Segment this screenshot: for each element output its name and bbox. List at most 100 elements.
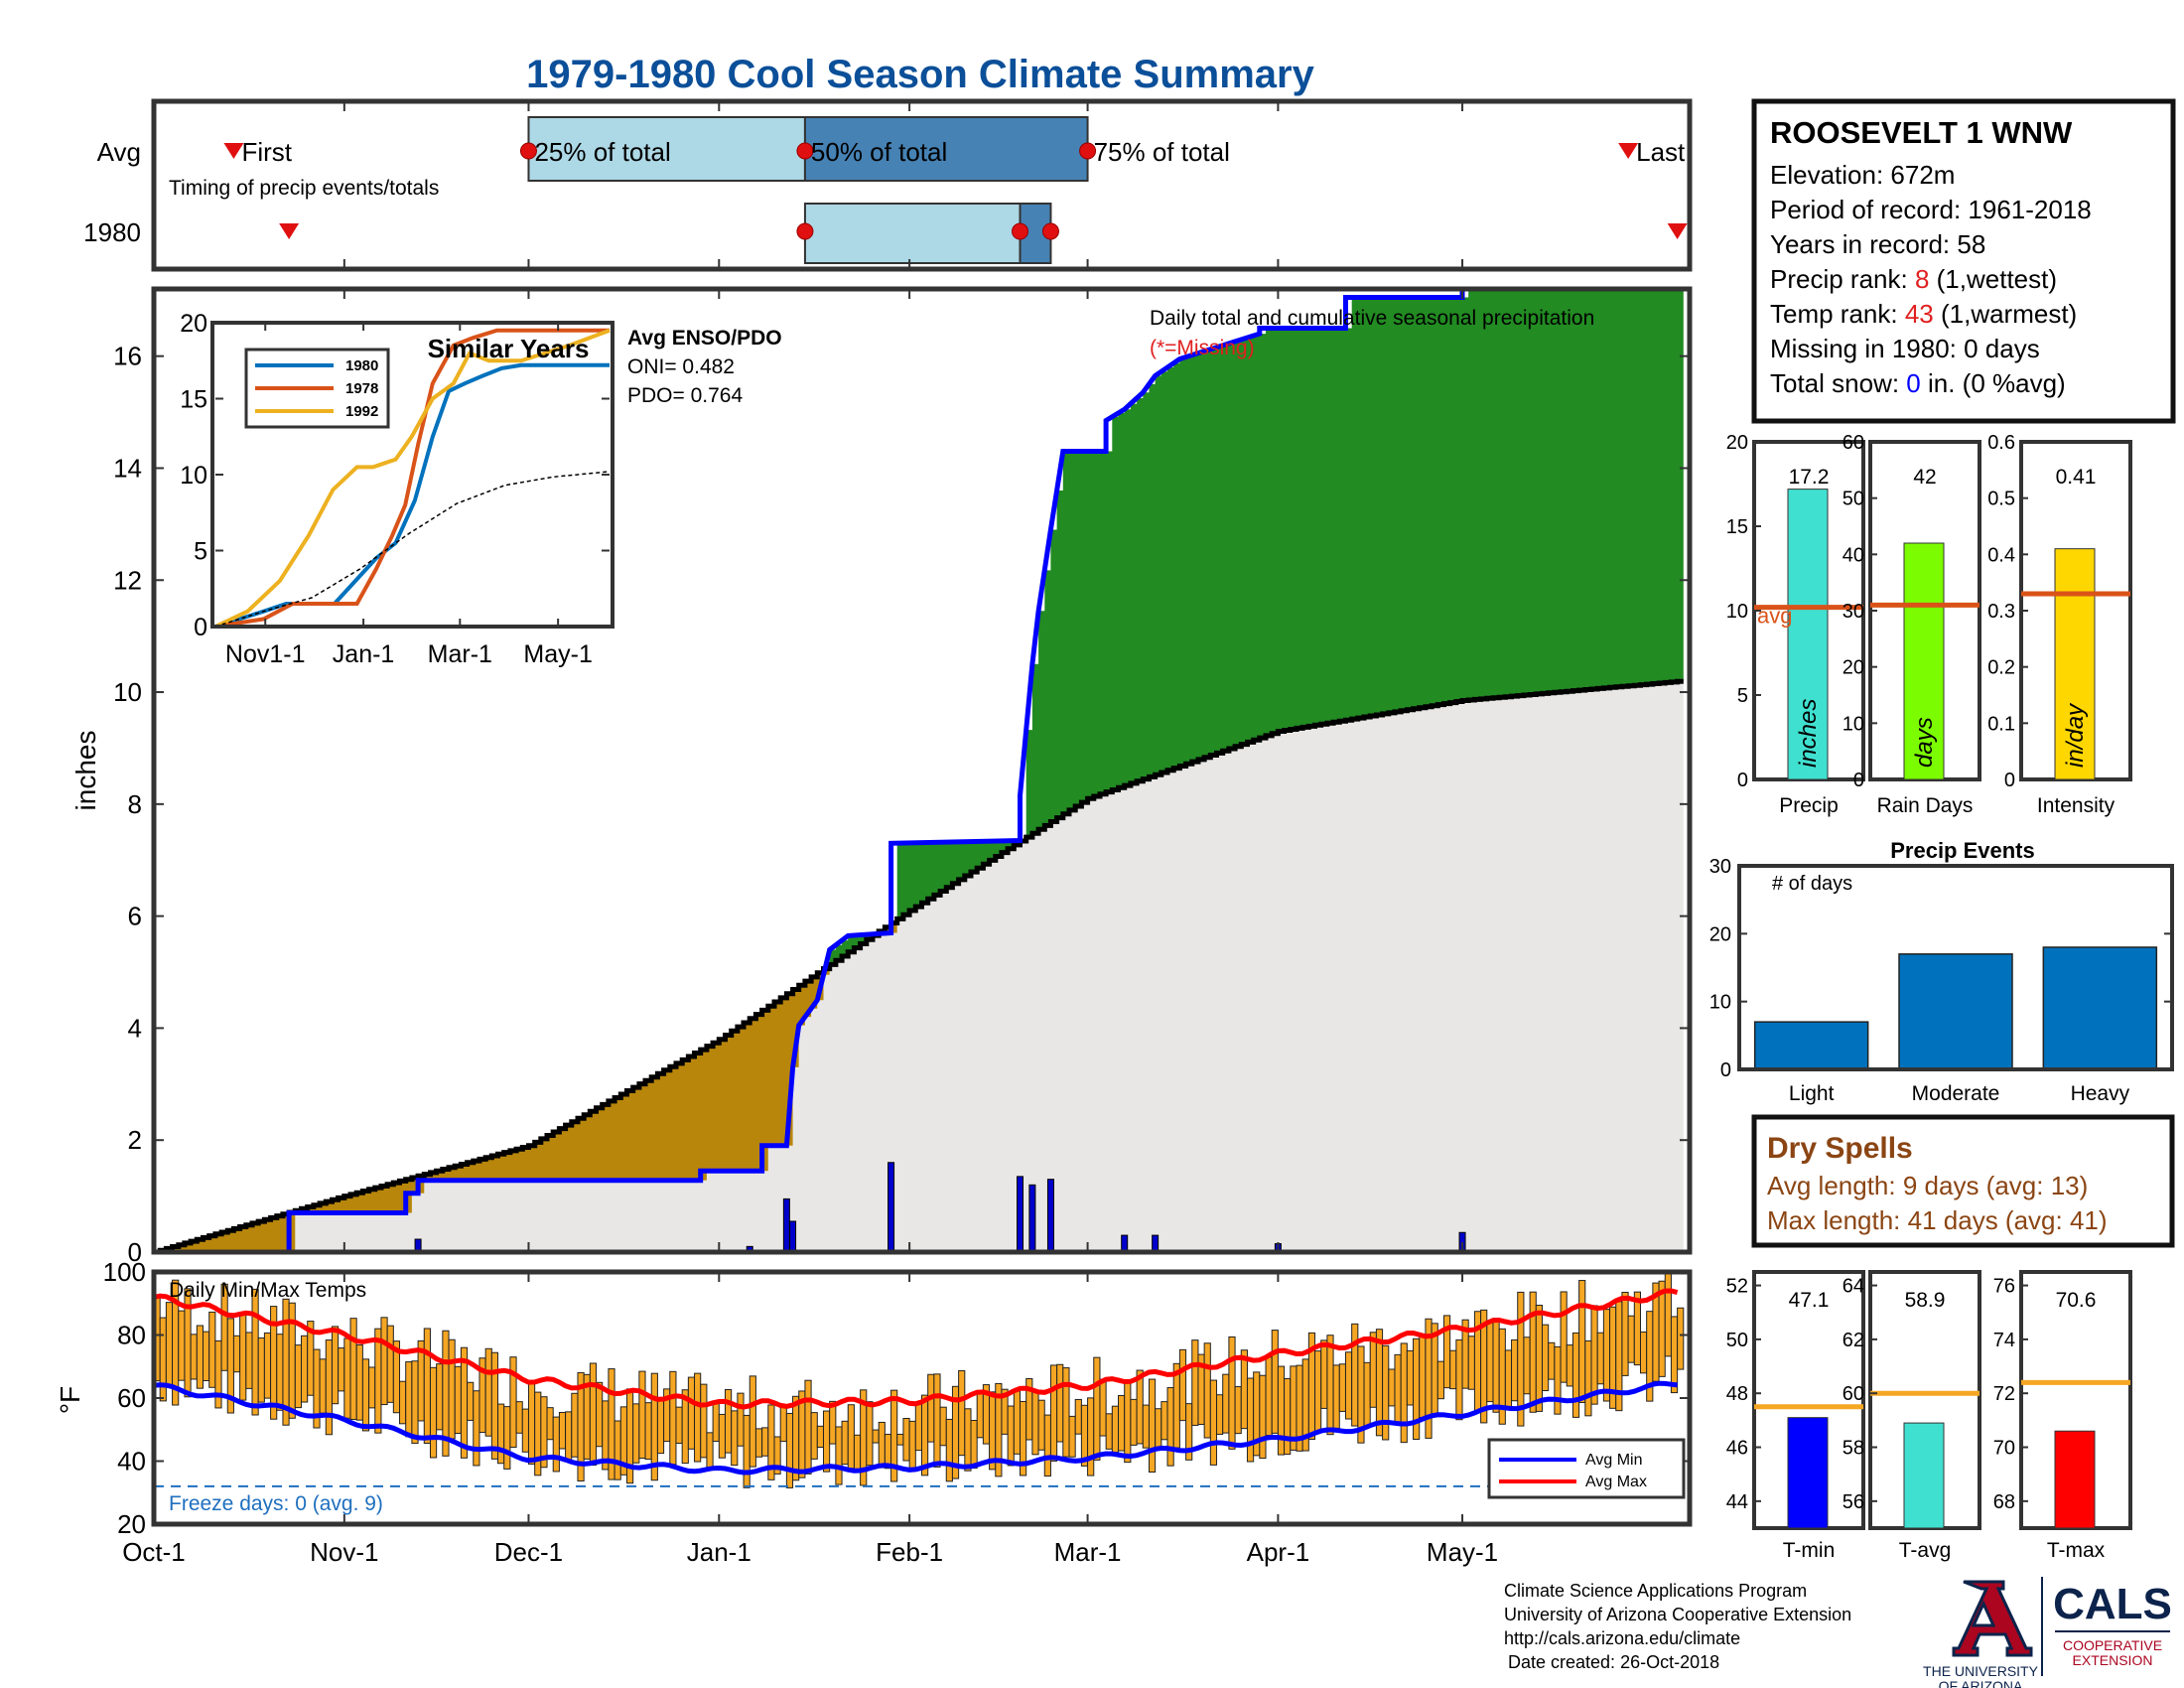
- dry-spells-title: Dry Spells: [1767, 1132, 1913, 1165]
- timing-row-avg-label: Avg: [97, 137, 141, 167]
- legend-label-1992: 1992: [345, 403, 378, 420]
- daily-temp-bar: [589, 1362, 598, 1467]
- side-bar-axis-label: Intensity: [2037, 794, 2116, 817]
- daily-temp-bar: [964, 1408, 972, 1472]
- daily-temp-bar: [853, 1434, 862, 1473]
- daily-temp-bar: [454, 1365, 462, 1435]
- daily-temp-bar: [239, 1314, 247, 1401]
- y1980-q25-q50-box: [803, 203, 1022, 264]
- station-period: Period of record: 1961-2018: [1770, 195, 2092, 224]
- daily-temp-bar: [1246, 1377, 1255, 1463]
- below-both-area: [154, 681, 1684, 1252]
- daily-temp-bar: [399, 1380, 407, 1425]
- avg-min-line: [153, 1380, 1678, 1476]
- daily-temp-bar: [467, 1381, 475, 1421]
- daily-temp-bar: [411, 1360, 419, 1445]
- daily-temp-bar: [165, 1302, 174, 1386]
- daily-temp-bar: [1436, 1360, 1444, 1400]
- temp-y-tick-label: 60: [117, 1383, 146, 1413]
- side-bar-tick-label: 5: [1737, 685, 1748, 707]
- side-bar-tick-label: 15: [1726, 516, 1748, 538]
- daily-temp-bar: [1566, 1344, 1573, 1387]
- inset-x-tick-label: Jan-1: [333, 640, 395, 668]
- precip-y-axis: 0 2 4 6 8 10 12 14 16: [113, 342, 1690, 1267]
- enso-title: Avg ENSO/PDO: [627, 327, 782, 350]
- daily-precip-bar: [887, 1162, 895, 1253]
- temp-bar-tick-label: 48: [1726, 1383, 1748, 1405]
- daily-temp-bar: [1486, 1321, 1494, 1403]
- daily-temp-bar: [976, 1390, 984, 1439]
- precip-plot-area: [154, 286, 1684, 1255]
- side-bar-tick-label: 0: [1853, 770, 1864, 791]
- precip-y-label: inches: [70, 731, 101, 811]
- first-label: First: [241, 137, 292, 167]
- temp-bar-tick-label: 56: [1843, 1491, 1864, 1513]
- daily-temp-bar: [902, 1417, 910, 1462]
- inset-y-tick-label: 20: [180, 310, 207, 338]
- temp-bar-value-label: 58.9: [1905, 1289, 1946, 1312]
- y1980-q75-marker: [1041, 222, 1059, 240]
- daily-temp-bar: [792, 1395, 800, 1481]
- side-bar-unit: days: [1911, 717, 1938, 768]
- dry-spells-avg: Avg length: 9 days (avg: 13): [1767, 1171, 2088, 1200]
- daily-temp-bar: [1449, 1349, 1457, 1390]
- daily-precip-bar: [789, 1220, 797, 1253]
- daily-temp-bar: [1191, 1339, 1199, 1426]
- daily-temp-bar: [558, 1411, 567, 1450]
- side-bar-tick-label: 0: [1737, 770, 1748, 791]
- precip-y-tick-label: 8: [128, 789, 142, 819]
- temp-bar-value-label: 70.6: [2056, 1289, 2097, 1312]
- daily-temp-bar: [552, 1416, 560, 1473]
- daily-temp-bar: [1419, 1334, 1427, 1419]
- daily-temp-bar: [1596, 1332, 1604, 1385]
- temp-bar-tick-label: 60: [1843, 1383, 1864, 1405]
- daily-temp-bar: [939, 1406, 947, 1447]
- avg-q25-marker: [519, 142, 537, 160]
- daily-temp-bar: [872, 1429, 880, 1444]
- daily-temp-bar: [1271, 1330, 1279, 1434]
- side-bar-tick-label: 20: [1843, 657, 1864, 679]
- side-bar-value: [1787, 489, 1829, 780]
- daily-temp-bar: [1326, 1335, 1334, 1436]
- precip-event-tick-label: 10: [1709, 992, 1731, 1014]
- ua-logo-line2: OF ARIZONA: [1939, 1678, 2023, 1688]
- daily-temp-bar: [1118, 1394, 1126, 1452]
- daily-temp-bar: [294, 1344, 303, 1409]
- daily-precip-bar: [1121, 1234, 1129, 1253]
- temp-legend-box: [1487, 1438, 1686, 1499]
- daily-temp-bar: [970, 1420, 978, 1470]
- daily-temp-bar: [632, 1403, 640, 1464]
- daily-temp-bar: [1529, 1291, 1537, 1413]
- y1980-last-marker: [1667, 223, 1688, 239]
- daily-temp-bar: [945, 1418, 953, 1482]
- daily-precip-bar: [1028, 1184, 1036, 1253]
- daily-temp-bar: [1590, 1305, 1598, 1405]
- x-tick-label: Oct-1: [122, 1537, 186, 1567]
- side-bar-tick-label: 30: [1843, 601, 1864, 623]
- daily-temp-bar: [1492, 1318, 1500, 1413]
- temp-y-label: °F: [55, 1386, 85, 1414]
- inset-y-tick-label: 10: [180, 462, 207, 490]
- daily-precip-bar: [1152, 1234, 1160, 1253]
- daily-temp-bar: [731, 1410, 739, 1467]
- daily-temp-bar: [263, 1332, 272, 1399]
- x-tick-label: May-1: [1427, 1537, 1498, 1567]
- temp-y-tick-label: 40: [117, 1447, 146, 1477]
- daily-temp-bar: [1037, 1399, 1045, 1451]
- inset-y-tick-label: 5: [194, 538, 207, 566]
- avg-q50-marker: [796, 142, 814, 160]
- daily-temp-bar: [325, 1339, 333, 1436]
- daily-temp-bar: [841, 1420, 849, 1466]
- daily-temp-bar: [1554, 1345, 1562, 1415]
- daily-temp-bar: [908, 1420, 916, 1472]
- daily-temp-bar: [527, 1382, 536, 1465]
- inset-line-1992: [214, 328, 611, 629]
- total-snow: Total snow: 0 in. (0 %avg): [1770, 368, 2066, 398]
- inset-x-tick-label: May-1: [523, 640, 592, 668]
- daily-precip-bar: [1046, 1179, 1054, 1253]
- ua-logo-line1: THE UNIVERSITY: [1923, 1663, 2039, 1679]
- daily-temp-bar: [257, 1336, 265, 1403]
- precip-y-tick-label: 12: [113, 565, 142, 595]
- q25-label: 25% of total: [534, 137, 670, 167]
